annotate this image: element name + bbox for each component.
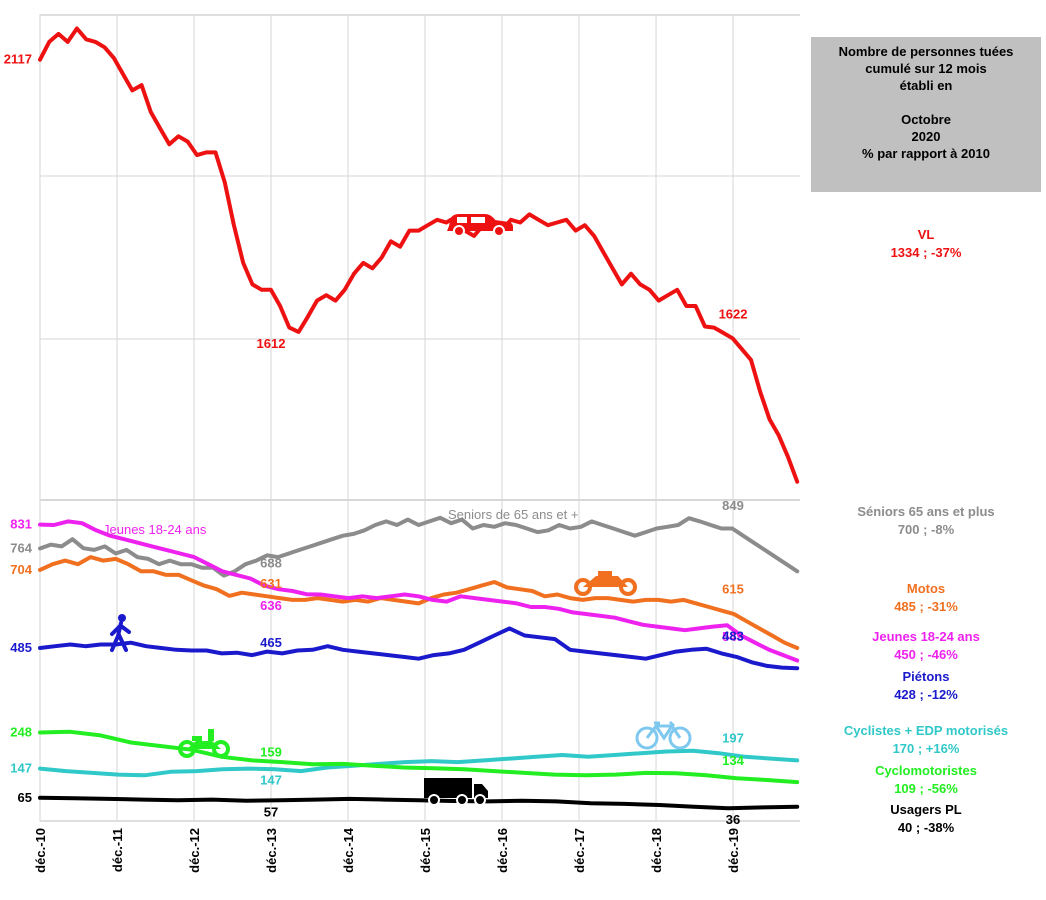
summary-pietons-value: 428 ; -12% [894, 687, 958, 702]
info-line: 2020 [911, 129, 941, 144]
summary-pietons-name: Piétons [902, 669, 950, 684]
data-label-cyclo: 159 [260, 744, 282, 759]
x-tick-label: déc.-16 [495, 828, 510, 873]
series-line-pl [38, 795, 800, 811]
x-tick-label: déc.-18 [649, 828, 664, 873]
data-label-pietons: 465 [260, 635, 282, 650]
labels-layer: Jeunes 18-24 ans Seniors de 65 ans et + … [4, 52, 748, 827]
info-line: % par rapport à 2010 [862, 146, 990, 161]
summary-pl-value: 40 ; -38% [897, 820, 955, 835]
info-line: Octobre [901, 112, 951, 127]
summary-motos-name: Motos [906, 581, 946, 596]
info-line: cumulé sur 12 mois [865, 61, 987, 76]
summary-jeunes: Jeunes 18-24 ans 450 ; -46% [811, 628, 1041, 664]
motorcycle-icon [574, 571, 637, 596]
summary-cyclistes-name: Cyclistes + EDP motorisés [843, 723, 1009, 738]
info-box: Nombre de personnes tuées cumulé sur 12 … [811, 37, 1041, 192]
x-axis: déc.-10 déc.-11 déc.-12 déc.-13 déc.-14 déc.-… [33, 827, 741, 873]
moped-icon [178, 729, 230, 758]
summary-cyclistes-value: 170 ; +16% [892, 741, 960, 756]
truck-icon [424, 778, 488, 806]
summary-pl-name: Usagers PL [890, 802, 962, 817]
summary-cyclo: Cyclomotoristes 109 ; -56% [811, 762, 1041, 798]
data-label-motos: 704 [10, 562, 32, 577]
x-tick-label: déc.-13 [264, 828, 279, 873]
summary-cyclo-value: 109 ; -56% [894, 781, 958, 796]
data-label-vl: 1622 [719, 306, 748, 321]
summary-jeunes-value: 450 ; -46% [894, 647, 958, 662]
data-label-jeunes: 636 [260, 598, 282, 613]
chart: Jeunes 18-24 ans Seniors de 65 ans et + … [4, 14, 800, 873]
x-tick-label: déc.-19 [726, 828, 741, 873]
summary-seniors-value: 700 ; -8% [897, 522, 955, 537]
summary-pl: Usagers PL 40 ; -38% [811, 801, 1041, 837]
summary-cyclistes: Cyclistes + EDP motorisés 170 ; +16% [811, 722, 1041, 758]
car-icon [447, 214, 513, 237]
annotation-jeunes: Jeunes 18-24 ans [103, 522, 207, 537]
series-line-pietons [38, 626, 800, 671]
summary-seniors: Séniors 65 ans et plus 700 ; -8% [811, 503, 1041, 539]
summary-motos: Motos 485 ; -31% [811, 580, 1041, 616]
series-line-cyclo [38, 729, 800, 785]
data-label-jeunes: 549 [722, 629, 744, 644]
info-line: établi en [899, 78, 953, 93]
info-line: Nombre de personnes tuées [838, 44, 1014, 59]
summary-motos-value: 485 ; -31% [894, 599, 958, 614]
info-line [811, 94, 1041, 111]
summary-vl: VL 1334 ; -37% [811, 226, 1041, 262]
data-label-vl: 1612 [257, 336, 286, 351]
data-label-pietons: 485 [10, 640, 32, 655]
x-tick-label: déc.-12 [187, 828, 202, 873]
series-line-motos [38, 555, 800, 650]
bicycle-icon [635, 720, 692, 750]
data-label-motos: 631 [260, 576, 282, 591]
x-tick-label: déc.-17 [572, 828, 587, 873]
series-line-cyclistes [38, 748, 800, 778]
data-label-jeunes: 831 [10, 517, 32, 532]
data-label-pietons: 483 [722, 629, 744, 644]
x-tick-label: déc.-11 [110, 828, 125, 872]
pedestrian-icon [110, 614, 131, 652]
series-line-jeunes [38, 519, 800, 663]
data-label-seniors: 688 [260, 556, 282, 571]
summary-vl-name: VL [917, 227, 935, 242]
x-tick-label: déc.-15 [418, 828, 433, 873]
data-label-seniors: 849 [722, 498, 744, 513]
summary-vl-value: 1334 ; -37% [890, 245, 962, 260]
summary-jeunes-name: Jeunes 18-24 ans [872, 629, 980, 644]
icons-layer [110, 214, 692, 806]
data-label-cyclistes: 147 [10, 761, 32, 776]
data-label-cyclo: 134 [722, 753, 744, 768]
annotation-seniors: Seniors de 65 ans et + [448, 507, 578, 522]
data-label-pl: 57 [264, 805, 278, 820]
data-label-pl: 65 [18, 790, 32, 805]
summary-seniors-name: Séniors 65 ans et plus [857, 504, 995, 519]
data-label-cyclo: 248 [10, 725, 32, 740]
x-tick-label: déc.-10 [33, 828, 48, 873]
series-line-vl [38, 26, 800, 484]
data-label-seniors: 764 [10, 541, 32, 556]
x-tick-label: déc.-14 [341, 827, 356, 873]
data-label-vl: 2117 [4, 52, 32, 67]
data-label-motos: 615 [722, 582, 744, 597]
series-line-seniors [38, 515, 800, 578]
summary-cyclo-name: Cyclomotoristes [875, 763, 977, 778]
plot-area [39, 14, 800, 822]
data-label-cyclistes: 147 [260, 773, 282, 788]
summary-pietons: Piétons 428 ; -12% [811, 668, 1041, 704]
series-layer [38, 26, 800, 811]
data-label-pl: 36 [726, 812, 740, 827]
data-label-cyclistes: 197 [722, 731, 744, 746]
